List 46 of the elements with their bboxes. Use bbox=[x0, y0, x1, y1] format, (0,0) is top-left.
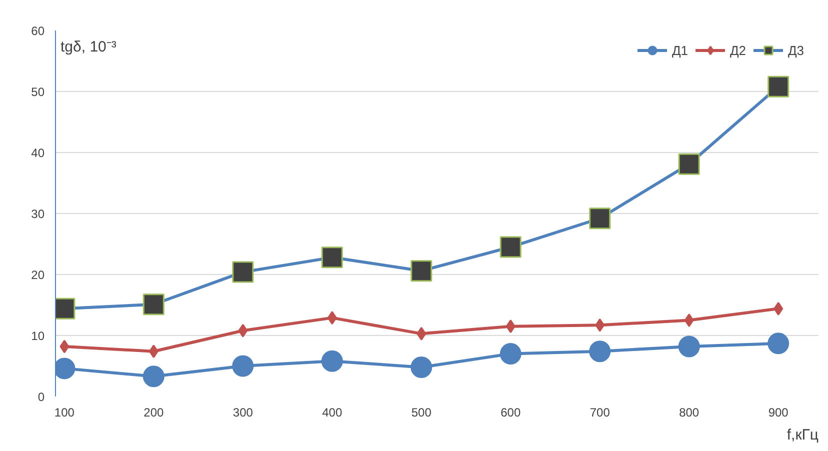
x-axis-title: f,кГц bbox=[786, 426, 819, 444]
x-tick-label: 600 bbox=[500, 406, 521, 420]
y-axis-title: tgδ, 10⁻³ bbox=[60, 38, 116, 56]
y-tick-label: 40 bbox=[31, 146, 45, 160]
legend-label: Д1 bbox=[672, 42, 690, 58]
point bbox=[416, 326, 426, 340]
point bbox=[232, 355, 254, 377]
y-tick-label: 30 bbox=[31, 207, 45, 221]
point bbox=[684, 314, 694, 327]
x-tick-label: 200 bbox=[144, 406, 164, 420]
x-tick-label: 100 bbox=[54, 406, 75, 420]
x-tick-label: 700 bbox=[590, 406, 610, 420]
point bbox=[768, 332, 790, 354]
x-tick-label: 500 bbox=[411, 406, 432, 420]
point bbox=[678, 153, 700, 175]
point bbox=[232, 261, 254, 283]
y-tick-label: 10 bbox=[31, 329, 45, 343]
y-tick-label: 60 bbox=[31, 24, 45, 38]
y-tick-label: 0 bbox=[38, 390, 45, 404]
point bbox=[506, 320, 516, 334]
point bbox=[327, 311, 337, 325]
y-tick-label: 50 bbox=[31, 85, 45, 99]
point bbox=[321, 350, 343, 372]
point bbox=[60, 340, 70, 354]
x-tick-label: 800 bbox=[679, 406, 700, 420]
point bbox=[589, 340, 611, 362]
point bbox=[142, 366, 164, 388]
point bbox=[678, 336, 700, 358]
point bbox=[500, 343, 522, 365]
point bbox=[410, 356, 432, 378]
point bbox=[142, 294, 164, 316]
point bbox=[148, 344, 158, 358]
y-tick-label: 20 bbox=[31, 268, 45, 282]
point bbox=[595, 318, 605, 332]
point bbox=[774, 302, 784, 316]
point bbox=[410, 260, 432, 282]
legend-label: Д3 bbox=[788, 42, 806, 58]
point bbox=[321, 246, 343, 268]
x-tick-label: 400 bbox=[322, 406, 342, 420]
point bbox=[238, 324, 248, 338]
point bbox=[500, 236, 522, 258]
legend-label: Д2 bbox=[730, 42, 748, 58]
x-tick-label: 300 bbox=[232, 406, 254, 420]
point bbox=[589, 208, 611, 230]
point bbox=[768, 76, 790, 98]
x-tick-label: 900 bbox=[768, 406, 789, 420]
